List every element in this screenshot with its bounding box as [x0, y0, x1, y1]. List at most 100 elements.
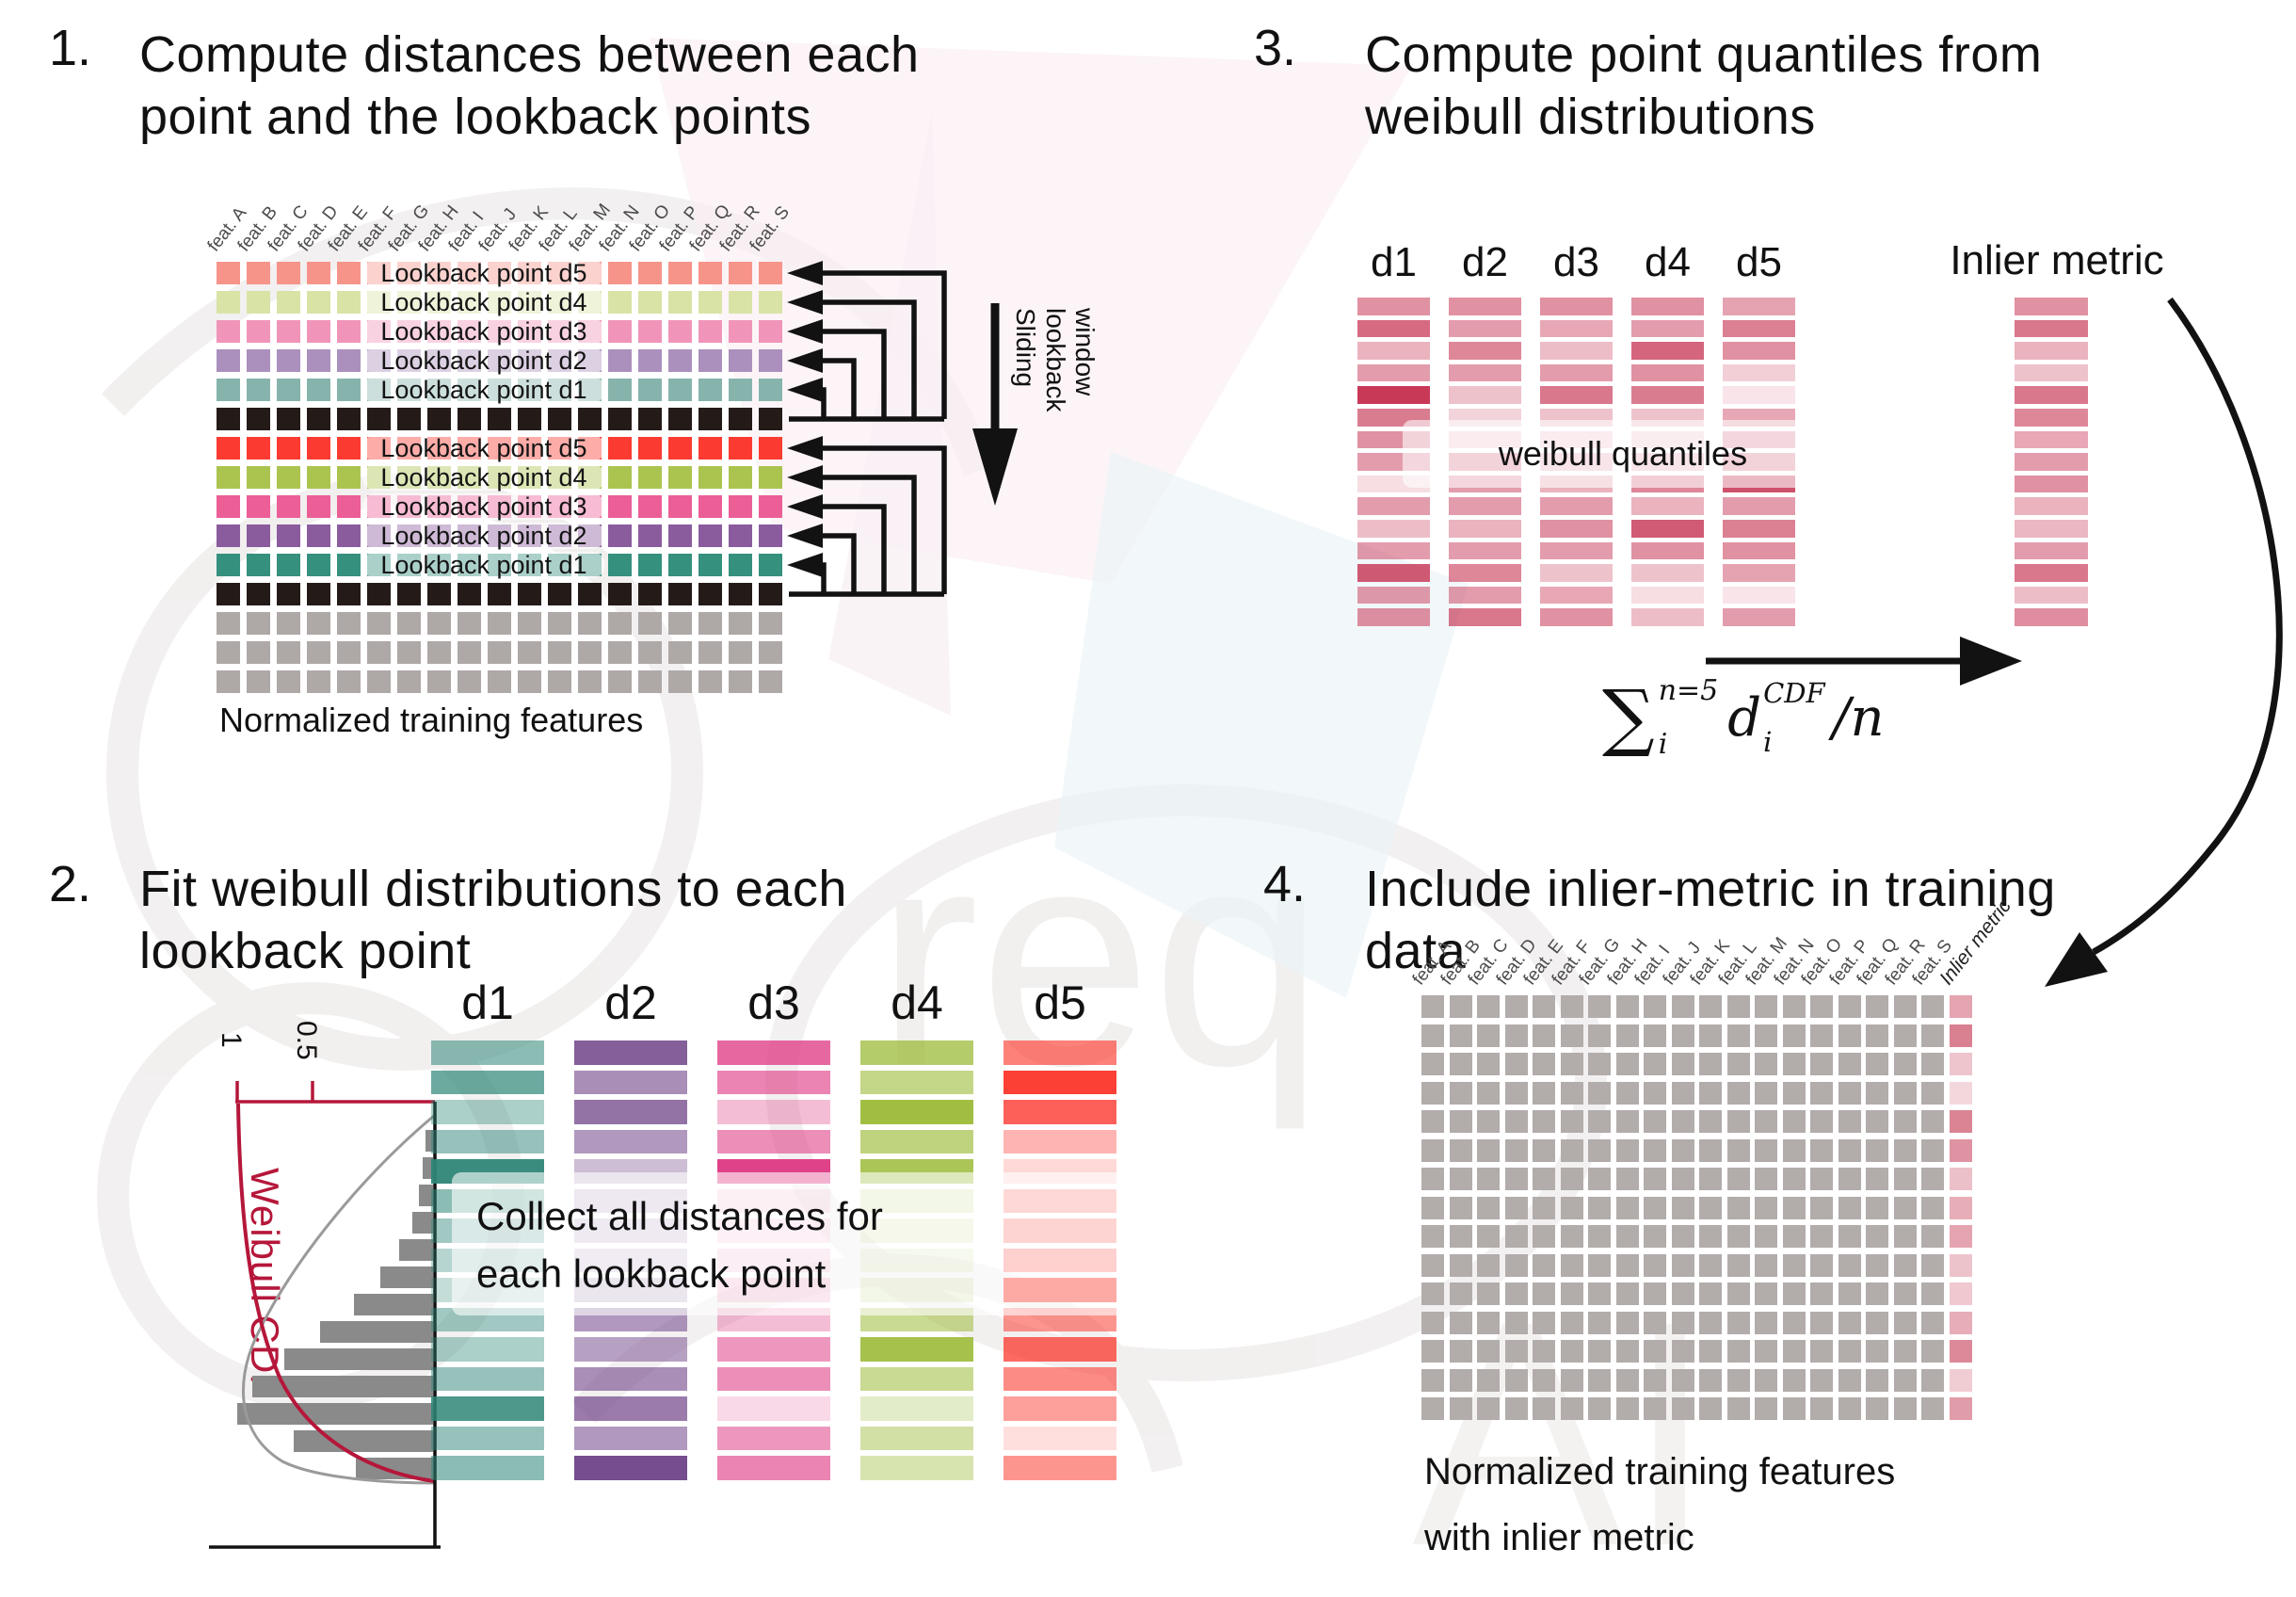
sum-superscript: n=5: [1658, 674, 1719, 707]
grid-cell: [1477, 1282, 1500, 1305]
grid-cell: [1588, 1110, 1611, 1133]
grid-cell: [337, 583, 361, 605]
grid-cell: [1866, 1225, 1888, 1248]
p3-quantile-bar: [1449, 608, 1521, 626]
p4-inlier-metric-cell: [1949, 1368, 1972, 1392]
p2-distance-bar: [431, 1426, 544, 1450]
grid-cell: [1699, 1053, 1722, 1075]
grid-cell: [759, 349, 782, 372]
grid-cell: [1449, 1196, 1472, 1219]
grid-cell: [1421, 1368, 1444, 1392]
p3-quantile-bar: [1540, 608, 1613, 626]
p2-distance-bar: [1003, 1129, 1116, 1153]
grid-cell: [1699, 1282, 1722, 1305]
histogram-bar: [320, 1321, 433, 1343]
p2-distance-bar: [717, 1337, 830, 1362]
grid-cell: [1810, 1225, 1833, 1248]
grid-cell: [698, 320, 722, 343]
p3-quantile-bar: [1540, 497, 1613, 515]
p2-distance-bar: [574, 1456, 687, 1480]
p2-distance-bar: [717, 1100, 830, 1124]
grid-cell: [1588, 1253, 1611, 1277]
grid-cell: [1588, 995, 1611, 1018]
grid-cell: [1588, 1024, 1611, 1047]
step-4-title: Include inlier-metric in training data: [1365, 859, 2056, 983]
p4-caption-line1: Normalized training features: [1424, 1451, 1896, 1492]
p4-inlier-metric-cell: [1949, 1168, 1972, 1190]
grid-cell: [548, 670, 571, 693]
histogram-bars: [237, 1130, 433, 1479]
grid-cell: [1477, 1081, 1500, 1105]
histogram-bar: [423, 1157, 433, 1179]
grid-cell: [1644, 1024, 1666, 1047]
grid-cell: [1726, 1225, 1750, 1248]
grid-cell: [1726, 1368, 1750, 1392]
histogram-bar: [380, 1266, 433, 1288]
grid-cell: [1615, 1053, 1639, 1075]
grid-cell: [1588, 1138, 1611, 1162]
grid-cell: [1782, 1225, 1806, 1248]
p3-inlier-metric-bar: [2015, 564, 2088, 582]
p2-distance-bar: [860, 1366, 973, 1391]
grid-cell: [1504, 1397, 1528, 1420]
grid-cell: [217, 437, 240, 460]
grid-cell: [1866, 1053, 1888, 1075]
grid-cell: [1921, 1225, 1944, 1248]
grid-cell: [1533, 1282, 1555, 1305]
grid-cell: [668, 524, 692, 547]
grid-cell: [608, 495, 632, 518]
grid-cell: [488, 641, 511, 664]
grid-cell: [247, 291, 270, 314]
grid-cell: [698, 612, 722, 635]
p3-header-d1: d1: [1371, 239, 1417, 285]
p2-distance-bar: [1003, 1456, 1116, 1480]
grid-cell: [397, 408, 421, 430]
p3-header-d5: d5: [1736, 239, 1782, 285]
grid-cell: [1755, 1340, 1777, 1363]
grid-cell: [217, 349, 240, 372]
grid-cell: [1421, 1110, 1444, 1133]
grid-cell: [1782, 1253, 1806, 1277]
grid-cell: [1810, 1397, 1833, 1420]
grid-cell: [668, 583, 692, 605]
p3-quantile-bar: [1357, 319, 1430, 338]
grid-cell: [337, 524, 361, 547]
grid-cell: [1504, 1196, 1528, 1219]
grid-cell: [1504, 1168, 1528, 1190]
grid-cell: [729, 670, 752, 693]
grid-cell: [1866, 1282, 1888, 1305]
p3-quantile-bar: [1357, 298, 1430, 315]
grid-cell: [1726, 1311, 1750, 1334]
grid-cell: [548, 641, 571, 664]
grid-cell: [217, 524, 240, 547]
weibull-quantiles-label: weibull quantiles: [1498, 434, 1748, 473]
p3-quantile-bar: [1357, 541, 1430, 560]
p3-quantile-bar: [1723, 342, 1795, 360]
grid-cell: [1866, 1397, 1888, 1420]
grid-cell: [1504, 1053, 1528, 1075]
grid-cell: [698, 291, 722, 314]
grid-cell: [1588, 1225, 1611, 1248]
p4-inlier-metric-cell: [1949, 1397, 1972, 1420]
grid-cell: [1533, 1081, 1555, 1105]
p2-distance-bar: [431, 1456, 544, 1480]
grid-cell: [1560, 1081, 1583, 1105]
grid-cell: [1810, 1138, 1833, 1162]
grid-cell: [1477, 1253, 1500, 1277]
p3-quantile-bar: [1631, 564, 1704, 582]
p4-caption-line2: with inlier metric: [1424, 1517, 1694, 1558]
grid-cell: [337, 495, 361, 518]
p2-distance-bar: [717, 1456, 830, 1480]
grid-cell: [518, 612, 541, 635]
grid-cell: [1699, 1368, 1722, 1392]
grid-cell: [217, 495, 240, 518]
grid-cell: [1755, 1053, 1777, 1075]
grid-cell: [427, 670, 451, 693]
grid-cell: [427, 641, 451, 664]
p3-inlier-metric-header: Inlier metric: [1950, 237, 2164, 283]
p3-quantile-bar: [1723, 564, 1795, 582]
p2-distance-bar: [574, 1337, 687, 1362]
grid-cell: [1644, 1053, 1666, 1075]
step-1-number: 1.: [49, 20, 92, 76]
grid-cell: [1726, 1253, 1750, 1277]
